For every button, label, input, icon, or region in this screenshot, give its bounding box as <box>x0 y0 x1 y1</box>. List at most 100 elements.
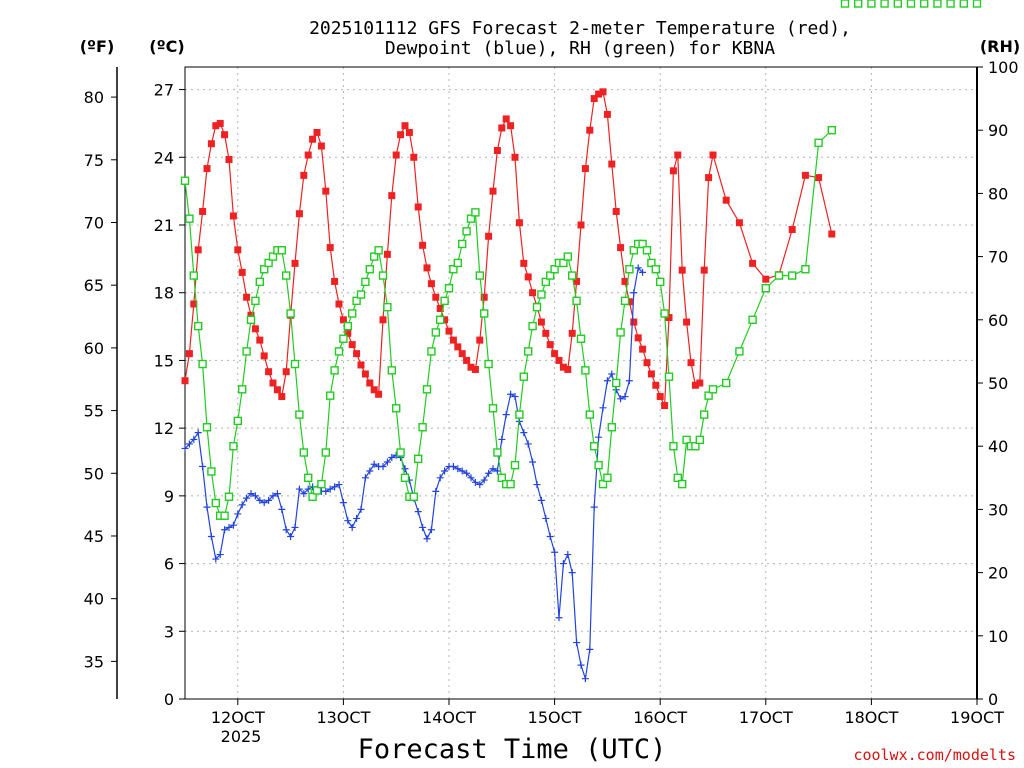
data-point <box>353 350 361 358</box>
data-point <box>331 483 339 491</box>
data-point <box>463 469 471 477</box>
data-point <box>387 366 396 375</box>
data-point <box>497 473 506 482</box>
data-point <box>401 122 409 130</box>
data-point <box>573 639 581 647</box>
fahrenheit-tick-label: 40 <box>84 590 104 609</box>
data-point <box>185 440 193 448</box>
data-point <box>264 258 273 268</box>
data-point <box>445 327 453 335</box>
data-point <box>665 314 673 322</box>
data-point <box>959 0 968 8</box>
data-point <box>282 526 290 534</box>
data-point <box>568 271 577 280</box>
data-point <box>761 284 770 293</box>
data-point <box>216 119 224 127</box>
rh-tick-label: 20 <box>988 564 1008 583</box>
data-point <box>357 361 365 369</box>
data-point <box>559 363 567 371</box>
data-point <box>291 523 299 531</box>
data-point <box>278 505 286 513</box>
data-point <box>880 0 889 8</box>
data-point <box>233 416 243 426</box>
data-point <box>519 372 528 381</box>
data-point <box>256 336 264 344</box>
data-point <box>427 347 436 356</box>
data-point <box>722 378 731 388</box>
data-point <box>193 321 203 331</box>
data-point <box>189 271 199 280</box>
data-point <box>493 448 502 457</box>
data-point <box>595 433 603 441</box>
data-point <box>537 496 545 504</box>
data-point <box>612 378 621 388</box>
data-point <box>749 259 757 267</box>
rh-tick-label: 30 <box>988 500 1008 519</box>
data-point <box>440 296 449 306</box>
data-point <box>475 271 484 280</box>
data-point <box>801 171 809 179</box>
data-point <box>585 410 594 419</box>
celsius-axis-unit: (ºC) <box>149 37 184 56</box>
x-tick-label: 16OCT <box>633 708 687 727</box>
data-point <box>608 160 616 168</box>
data-point <box>392 404 401 413</box>
data-point <box>224 492 234 501</box>
data-point <box>361 474 369 482</box>
data-point <box>551 548 559 556</box>
data-point <box>432 487 440 495</box>
data-point <box>577 661 585 669</box>
data-point <box>476 336 484 344</box>
data-point <box>568 329 576 337</box>
data-point <box>801 265 810 274</box>
data-point <box>282 368 290 376</box>
data-point <box>220 511 229 520</box>
fahrenheit-tick-label: 70 <box>84 213 104 232</box>
data-point <box>190 300 198 308</box>
data-point <box>524 440 532 448</box>
data-point <box>480 476 488 484</box>
data-point <box>216 551 224 559</box>
data-point <box>946 0 955 8</box>
data-point <box>405 128 413 136</box>
data-point <box>265 496 273 504</box>
data-point <box>339 316 347 324</box>
data-point <box>370 252 379 261</box>
data-point <box>207 532 215 540</box>
data-point <box>321 448 330 457</box>
data-point <box>308 492 317 501</box>
data-point <box>590 442 599 451</box>
data-point <box>427 526 435 534</box>
data-point <box>564 551 572 559</box>
data-point <box>488 404 498 413</box>
data-point <box>572 296 581 306</box>
celsius-tick-label: 12 <box>154 419 174 438</box>
fahrenheit-tick-label: 50 <box>84 464 104 483</box>
rh-tick-label: 40 <box>988 437 1008 456</box>
data-point <box>696 379 704 387</box>
data-point <box>774 271 784 280</box>
data-point <box>237 385 247 394</box>
data-point <box>410 153 418 161</box>
data-point <box>422 385 432 394</box>
fahrenheit-tick-label: 45 <box>84 527 104 546</box>
data-point <box>695 435 704 445</box>
rh-tick-label: 70 <box>988 248 1008 267</box>
data-point <box>920 0 929 8</box>
data-point <box>423 535 431 543</box>
data-point <box>339 334 348 343</box>
data-point <box>375 390 383 398</box>
data-point <box>229 521 237 529</box>
data-point <box>282 271 291 280</box>
data-point <box>374 246 383 255</box>
data-point <box>431 328 440 337</box>
data-point <box>704 391 713 400</box>
data-point <box>735 347 744 356</box>
data-point <box>268 252 278 261</box>
x-tick-label: 13OCT <box>316 708 370 727</box>
year-label: 2025 <box>221 727 262 746</box>
data-point <box>546 271 555 280</box>
data-point <box>489 465 497 473</box>
data-point <box>708 385 718 394</box>
data-point <box>634 264 642 272</box>
